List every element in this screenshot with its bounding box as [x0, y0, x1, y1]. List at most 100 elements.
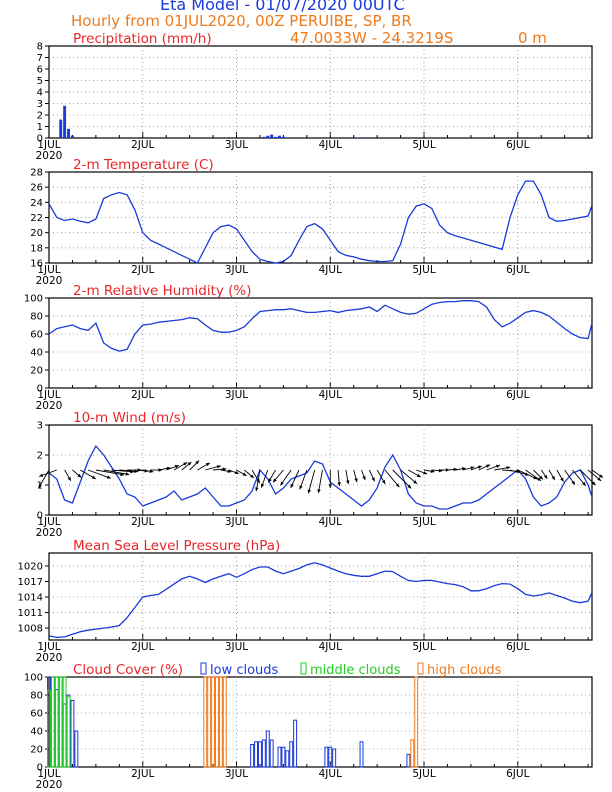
- wind-arrow-head: [477, 465, 482, 469]
- cloud-bar-low: [254, 741, 259, 768]
- wind-arrow-head: [290, 483, 294, 488]
- cloud-bar-middle: [58, 676, 63, 768]
- cloud-bar-middle: [54, 676, 59, 768]
- wind-arrow-head: [260, 483, 265, 488]
- x-day-label: 3JUL: [225, 516, 248, 528]
- cloud-bar-low: [285, 750, 290, 768]
- y-tick-label: 1008: [18, 624, 43, 635]
- cloud-bar-high: [218, 676, 223, 768]
- wind-arrow-head: [91, 475, 96, 479]
- cloud-bar-high: [211, 676, 216, 768]
- chart-subtitle: Hourly from 01JUL2020, 00Z PERUIBE, SP, …: [71, 12, 412, 30]
- wind-arrow-head: [599, 474, 603, 478]
- wind-arrow: [87, 469, 111, 479]
- wind-series-line: [48, 444, 593, 510]
- precip-bar: [70, 135, 74, 138]
- cloud-bar-low: [277, 746, 282, 768]
- wind-arrow-head: [416, 473, 421, 478]
- y-tick-label: 80: [30, 691, 43, 702]
- precip-bar: [67, 128, 70, 138]
- wind-arrow-head: [461, 467, 466, 471]
- wind-arrow-head: [255, 487, 259, 492]
- cloud-bar-low: [250, 744, 255, 768]
- wind-arrow-head: [39, 473, 44, 477]
- y-tick-label: 80: [30, 312, 43, 323]
- legend-label: high clouds: [427, 663, 502, 678]
- y-tick-label: 1017: [18, 577, 43, 588]
- wind-arrow-head: [346, 480, 350, 485]
- wind-arrow-head: [430, 469, 435, 473]
- cloud-bar-low: [289, 741, 294, 768]
- cloud-bar-high: [410, 739, 415, 768]
- precip-bar: [270, 134, 274, 138]
- wind-arrow-head: [413, 480, 418, 484]
- x-day-label: 1JUL: [37, 389, 60, 401]
- legend-label: low clouds: [210, 663, 279, 678]
- precip-bar: [281, 136, 285, 138]
- y-tick-label: 26: [30, 183, 43, 194]
- y-tick-label: 0: [37, 763, 43, 774]
- wind-arrow-head: [571, 480, 575, 485]
- y-tick-label: 2: [37, 111, 43, 122]
- x-day-label: 6JUL: [506, 264, 529, 276]
- panel-title: 2-m Relative Humidity (%): [73, 283, 252, 299]
- cloud-bar-high: [207, 676, 212, 768]
- cloud-bar-middle: [66, 696, 71, 768]
- y-tick-label: 0: [37, 134, 43, 145]
- legend-swatch: [417, 662, 424, 675]
- panel-title: Cloud Cover (%): [73, 662, 183, 678]
- x-day-label: 4JUL: [319, 139, 342, 151]
- panel-mslp: 1008 1011 1014 1017 1020 1JUL 2JUL 3JUL 4JUL 5JUL…: [18, 538, 593, 664]
- y-tick-label: 22: [30, 213, 43, 224]
- precip-bar: [266, 135, 270, 138]
- wind-arrow-head: [533, 475, 538, 480]
- panel-wind: 01231JUL2JUL3JUL4JUL5JUL6JUL202010-m Win…: [36, 410, 604, 539]
- panel-frame: [48, 297, 593, 389]
- y-tick-label: 1: [37, 122, 43, 133]
- cloud-bar-low: [328, 746, 333, 768]
- legend-swatch: [300, 662, 307, 675]
- cloud-bar-high: [414, 676, 419, 768]
- cloud-bar-low: [70, 699, 75, 768]
- wind-arrow-head: [354, 478, 358, 483]
- y-tick-label: 20: [30, 228, 43, 239]
- cloud-bar-low: [324, 746, 329, 768]
- wind-arrow-head: [216, 465, 221, 469]
- wind-arrow-head: [280, 481, 284, 486]
- cloud-bar-low: [406, 753, 411, 768]
- precip-bar: [63, 105, 67, 138]
- y-tick-label: 100: [24, 673, 43, 684]
- x-year-label: 2020: [36, 400, 63, 412]
- x-day-label: 5JUL: [412, 516, 435, 528]
- x-day-label: 2JUL: [131, 641, 154, 653]
- panel-frame: [48, 45, 593, 139]
- y-tick-label: 1011: [18, 608, 43, 619]
- cloud-bar-low: [269, 739, 274, 768]
- x-day-label: 2JUL: [131, 264, 154, 276]
- x-year-label: 2020: [36, 652, 63, 664]
- wind-arrow-head: [273, 478, 277, 483]
- wind-arrow-head: [543, 474, 548, 479]
- y-tick-label: 20: [30, 366, 43, 377]
- wind-arrow-head: [506, 466, 511, 470]
- y-tick-label: 3: [37, 99, 43, 110]
- cloud-bar-middle: [47, 690, 51, 768]
- y-tick-label: 8: [37, 42, 43, 53]
- y-tick-label: 60: [30, 709, 43, 720]
- x-day-label: 1JUL: [37, 641, 60, 653]
- precip-bar: [274, 136, 278, 138]
- x-day-label: 3JUL: [225, 139, 248, 151]
- y-tick-label: 60: [30, 330, 43, 341]
- x-day-label: 4JUL: [319, 264, 342, 276]
- x-day-label: 4JUL: [319, 641, 342, 653]
- y-tick-label: 1014: [18, 593, 43, 604]
- cloud-bar-low: [265, 730, 270, 768]
- wind-arrow-head: [486, 464, 491, 468]
- x-day-label: 1JUL: [37, 139, 60, 151]
- wind-arrow-head: [187, 461, 192, 466]
- wind-arrow: [307, 469, 316, 494]
- y-tick-label: 4: [37, 88, 43, 99]
- wind-arrow-head: [250, 474, 254, 479]
- x-day-label: 3JUL: [225, 264, 248, 276]
